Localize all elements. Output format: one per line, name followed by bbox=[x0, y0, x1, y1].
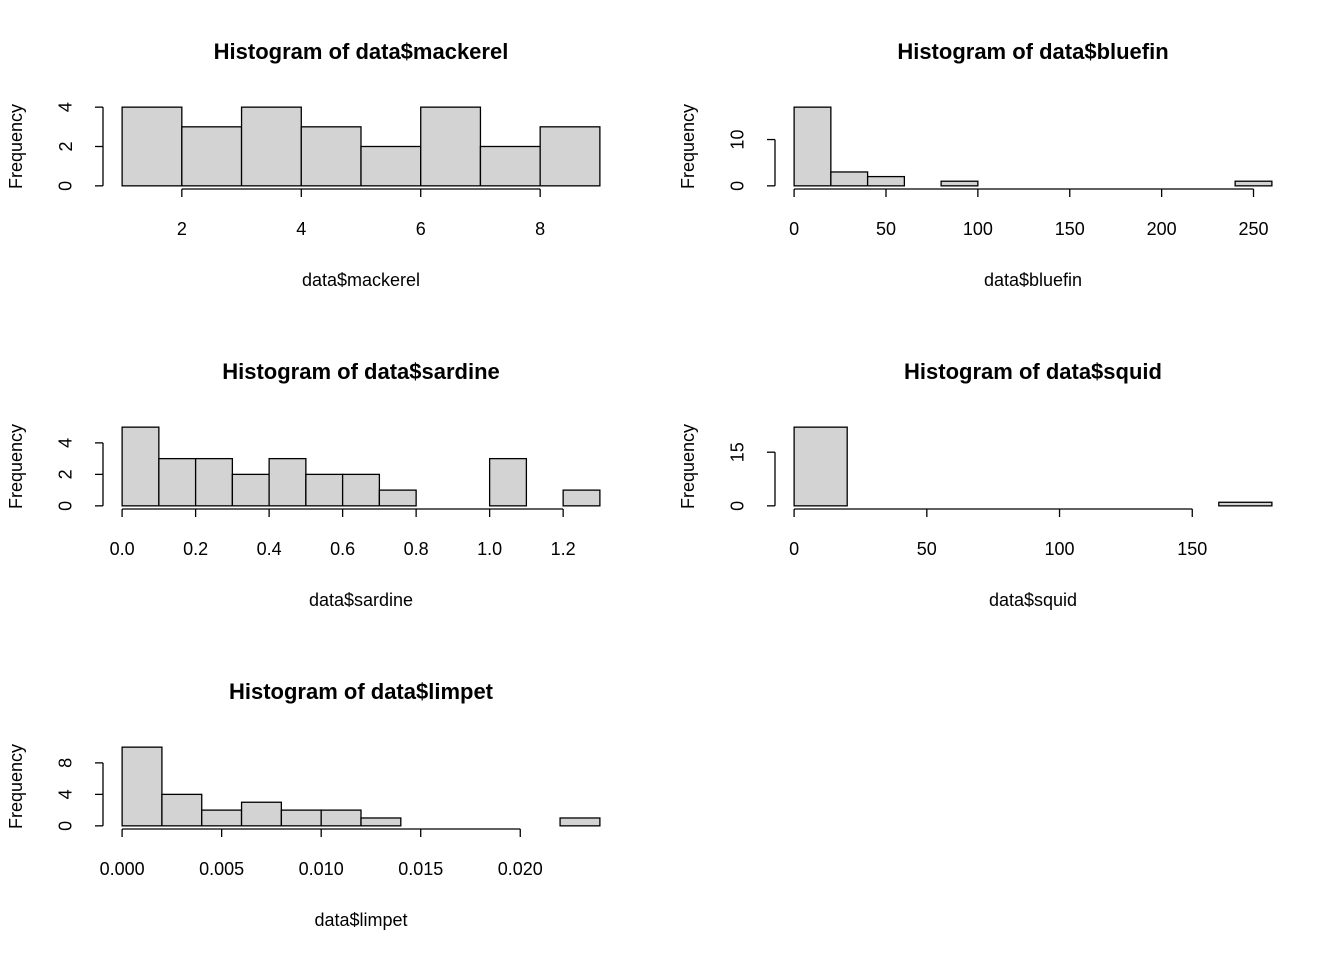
y-tick-label: 4 bbox=[56, 102, 76, 112]
bar bbox=[539, 126, 601, 187]
bar bbox=[940, 180, 979, 187]
y-tick-label: 0 bbox=[728, 501, 748, 511]
chart-title: Histogram of data$bluefin bbox=[897, 39, 1168, 64]
x-axis-label: data$mackerel bbox=[302, 270, 420, 290]
bar bbox=[158, 457, 197, 507]
bar bbox=[161, 793, 203, 827]
bar bbox=[830, 171, 869, 187]
y-tick-label: 4 bbox=[56, 438, 76, 448]
bar bbox=[320, 809, 362, 827]
bar bbox=[479, 145, 541, 187]
y-tick-label: 15 bbox=[728, 442, 748, 462]
x-tick-label: 0.0 bbox=[110, 539, 135, 559]
chart-title: Histogram of data$sardine bbox=[222, 359, 500, 384]
chart-title: Histogram of data$squid bbox=[904, 359, 1162, 384]
bar bbox=[240, 106, 302, 187]
x-tick-label: 0.2 bbox=[183, 539, 208, 559]
x-tick-label: 0 bbox=[789, 219, 799, 239]
histogram-panel: Histogram of data$mackerel data$mackerel F… bbox=[6, 39, 601, 290]
bar bbox=[793, 106, 832, 187]
x-tick-label: 100 bbox=[963, 219, 993, 239]
bar bbox=[360, 817, 402, 827]
x-tick-label: 50 bbox=[917, 539, 937, 559]
x-tick-label: 0.6 bbox=[330, 539, 355, 559]
bar bbox=[194, 457, 234, 507]
bar bbox=[121, 106, 183, 187]
x-tick-label: 0.4 bbox=[257, 539, 282, 559]
x-tick-label: 0.8 bbox=[404, 539, 429, 559]
x-axis-label: data$limpet bbox=[314, 910, 407, 930]
y-tick-label: 0 bbox=[56, 501, 76, 511]
y-tick-label: 8 bbox=[56, 758, 76, 768]
bar bbox=[280, 809, 322, 827]
y-tick-label: 4 bbox=[56, 789, 76, 799]
bar bbox=[341, 473, 381, 507]
x-tick-label: 0.020 bbox=[498, 859, 543, 879]
x-tick-label: 250 bbox=[1238, 219, 1268, 239]
bar bbox=[866, 175, 906, 187]
x-tick-label: 0 bbox=[789, 539, 799, 559]
bar bbox=[488, 457, 528, 507]
histogram-panel: Histogram of data$sardine data$sardine Fre… bbox=[6, 359, 601, 610]
bar bbox=[300, 126, 362, 187]
bar bbox=[420, 106, 482, 187]
y-tick-label: 10 bbox=[728, 130, 748, 150]
bar bbox=[378, 489, 417, 507]
chart-title: Histogram of data$mackerel bbox=[214, 39, 509, 64]
y-tick-label: 0 bbox=[56, 181, 76, 191]
x-tick-label: 0.015 bbox=[398, 859, 443, 879]
y-axis-label: Frequency bbox=[6, 104, 26, 189]
x-axis-label: data$squid bbox=[989, 590, 1077, 610]
x-tick-label: 150 bbox=[1177, 539, 1207, 559]
y-axis-label: Frequency bbox=[6, 744, 26, 829]
bar bbox=[360, 145, 422, 187]
bar bbox=[201, 809, 243, 827]
y-tick-label: 2 bbox=[56, 141, 76, 151]
bar bbox=[121, 426, 160, 507]
x-tick-label: 1.2 bbox=[551, 539, 576, 559]
y-tick-label: 0 bbox=[56, 821, 76, 831]
y-tick-label: 2 bbox=[56, 469, 76, 479]
x-tick-label: 6 bbox=[416, 219, 426, 239]
x-axis-label: data$sardine bbox=[309, 590, 413, 610]
y-axis-label: Frequency bbox=[678, 424, 698, 509]
x-tick-label: 4 bbox=[296, 219, 306, 239]
histogram-panel: Histogram of data$bluefin data$bluefin Fre… bbox=[678, 39, 1273, 290]
bar bbox=[305, 473, 344, 507]
x-tick-label: 8 bbox=[535, 219, 545, 239]
x-tick-label: 200 bbox=[1147, 219, 1177, 239]
chart-title: Histogram of data$limpet bbox=[229, 679, 494, 704]
x-tick-label: 0.010 bbox=[299, 859, 344, 879]
x-tick-label: 0.005 bbox=[199, 859, 244, 879]
x-tick-label: 100 bbox=[1045, 539, 1075, 559]
y-axis-label: Frequency bbox=[678, 104, 698, 189]
bar bbox=[231, 473, 270, 507]
y-tick-label: 0 bbox=[728, 181, 748, 191]
x-tick-label: 2 bbox=[177, 219, 187, 239]
bar bbox=[268, 457, 307, 507]
histogram-panel: Histogram of data$squid data$squid Frequen… bbox=[678, 359, 1273, 610]
x-tick-label: 0.000 bbox=[100, 859, 145, 879]
x-tick-label: 50 bbox=[876, 219, 896, 239]
histogram-panel: Histogram of data$limpet data$limpet Frequ… bbox=[6, 679, 601, 930]
bar bbox=[793, 426, 848, 507]
bar bbox=[1234, 180, 1273, 187]
bar bbox=[559, 817, 601, 827]
bar bbox=[240, 801, 283, 827]
x-tick-label: 150 bbox=[1055, 219, 1085, 239]
x-axis-label: data$bluefin bbox=[984, 270, 1082, 290]
bar bbox=[1218, 501, 1273, 507]
bar bbox=[181, 126, 243, 187]
x-tick-label: 1.0 bbox=[477, 539, 502, 559]
y-axis-label: Frequency bbox=[6, 424, 26, 509]
bar bbox=[121, 746, 163, 827]
bar bbox=[562, 489, 601, 507]
